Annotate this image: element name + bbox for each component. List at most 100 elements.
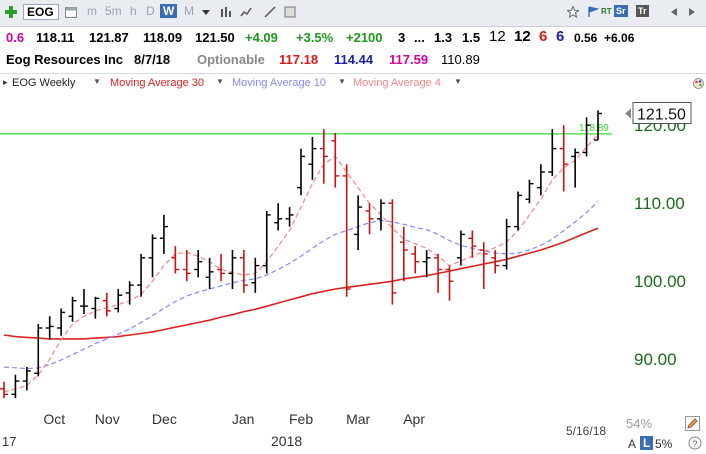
quote-n4: 12 xyxy=(489,28,506,45)
flag-icon[interactable] xyxy=(587,6,599,18)
month-label: Dec xyxy=(152,411,177,427)
ohlc-bar xyxy=(137,253,146,297)
legend-series[interactable]: EOG Weekly xyxy=(12,77,76,89)
ohlc-bar xyxy=(422,250,431,278)
ohlc-bar xyxy=(34,324,43,377)
scale-percent[interactable]: 5% xyxy=(655,437,673,451)
quote-n6: 6 xyxy=(539,28,548,45)
quote-dots: ... xyxy=(414,30,425,45)
help-icon[interactable]: ? xyxy=(688,436,702,450)
ohlc-bar xyxy=(559,125,568,192)
bar-chart-icon[interactable] xyxy=(220,6,232,18)
ma30-value: 117.18 xyxy=(279,52,319,67)
draw-line-icon[interactable] xyxy=(264,6,276,18)
ohlc-bars xyxy=(0,110,602,399)
chevron-down-icon[interactable] xyxy=(200,6,212,18)
quote-change: +4.09 xyxy=(245,30,278,45)
ohlc-bar xyxy=(45,316,54,340)
interval-button-m[interactable]: m xyxy=(87,4,97,18)
symbol-input[interactable]: EOG xyxy=(23,4,59,20)
ohlc-bar xyxy=(11,374,20,399)
quote-n1: 3 xyxy=(398,30,406,45)
zoom-label[interactable]: 54% xyxy=(626,416,653,431)
ohlc-bar xyxy=(514,191,523,231)
ohlc-bar xyxy=(468,230,477,258)
pencil-icon[interactable] xyxy=(685,416,700,431)
ohlc-bar xyxy=(456,230,465,266)
ohlc-bar xyxy=(262,211,271,274)
horizontal-line-label: 118.89 xyxy=(579,123,609,134)
ma4-line xyxy=(3,134,599,393)
ohlc-bar xyxy=(479,242,488,289)
ohlc-bar xyxy=(411,246,420,274)
quote-v5: 121.50 xyxy=(195,30,235,45)
ohlc-bar xyxy=(182,250,191,282)
interval-button-w[interactable]: W xyxy=(160,4,178,18)
palette-icon[interactable] xyxy=(693,78,704,89)
svg-text:?: ? xyxy=(693,439,698,449)
auto-scale-button[interactable]: A xyxy=(628,437,637,451)
legend-ma4[interactable]: Moving Average 4 xyxy=(353,77,441,89)
tr-badge[interactable]: Tr xyxy=(636,5,649,17)
chart-legend: ▸ EOG Weekly ▼ Moving Average 30 ▼ Movin… xyxy=(0,73,706,94)
legend-ma10-dropdown-icon[interactable]: ▼ xyxy=(338,77,346,86)
ohlc-bar xyxy=(548,129,557,176)
legend-ma30[interactable]: Moving Average 30 xyxy=(110,77,204,89)
ohlc-bar xyxy=(297,148,305,196)
legend-ma4-dropdown-icon[interactable]: ▼ xyxy=(454,77,462,86)
ohlc-bar xyxy=(582,117,591,157)
interval-button-h[interactable]: h xyxy=(130,4,137,18)
last-price-tag: 121.50 xyxy=(625,102,692,124)
last-value: 110.89 xyxy=(441,52,480,67)
ma4-value: 117.59 xyxy=(389,52,429,67)
interval-button-m-monthly[interactable]: M xyxy=(184,4,194,18)
arrow-right-icon[interactable] xyxy=(686,6,698,18)
month-label: Nov xyxy=(95,411,120,427)
price-tick-label: 100.00 xyxy=(634,272,686,291)
company-date: 8/7/18 xyxy=(134,52,171,67)
ohlc-bar xyxy=(91,296,100,319)
calendar-icon[interactable] xyxy=(65,6,77,18)
add-symbol-icon[interactable] xyxy=(5,6,17,18)
sr-badge[interactable]: Sr xyxy=(614,5,628,17)
quote-n9: +6.06 xyxy=(604,31,635,45)
quote-v3: 121.87 xyxy=(89,30,129,45)
ohlc-bar xyxy=(319,129,328,184)
log-scale-button[interactable]: L xyxy=(640,436,654,450)
arrow-left-icon[interactable] xyxy=(668,6,680,18)
ohlc-bar xyxy=(228,250,237,289)
ohlc-bar xyxy=(102,292,111,317)
legend-ma10[interactable]: Moving Average 10 xyxy=(232,77,326,89)
expand-icon[interactable]: ▸ xyxy=(3,77,8,87)
ohlc-bar xyxy=(22,367,31,391)
date-label: 5/16/18 xyxy=(566,424,607,438)
ohlc-bar xyxy=(125,281,134,305)
settings-icon[interactable] xyxy=(284,6,296,18)
line-chart-icon[interactable] xyxy=(240,6,252,18)
ohlc-bar xyxy=(194,250,203,278)
ohlc-bar xyxy=(251,257,260,293)
legend-series-dropdown-icon[interactable]: ▼ xyxy=(93,77,101,86)
month-label: Jan xyxy=(232,411,255,427)
rt-badge[interactable]: RT xyxy=(601,7,612,16)
ohlc-bar xyxy=(399,226,408,282)
ohlc-bar xyxy=(376,199,385,231)
price-tick-label: 110.00 xyxy=(634,194,685,213)
ohlc-bar xyxy=(148,234,157,278)
quote-v1: 0.6 xyxy=(6,30,25,45)
ohlc-bar xyxy=(525,179,534,204)
ohlc-bar xyxy=(502,218,511,270)
legend-ma30-dropdown-icon[interactable]: ▼ xyxy=(216,77,224,86)
company-name: Eog Resources Inc xyxy=(6,52,124,67)
price-tick-label: 90.00 xyxy=(634,350,677,369)
quote-n8: 0.56 xyxy=(574,31,598,45)
quote-n7: 6 xyxy=(556,28,565,45)
star-icon[interactable] xyxy=(567,6,579,18)
ohlc-bar xyxy=(365,203,374,235)
toolbar: EOG m 5m h D W M RT Sr Tr xyxy=(0,0,706,27)
interval-button-d[interactable]: D xyxy=(146,4,155,18)
ohlc-bar xyxy=(274,203,283,231)
interval-button-5m[interactable]: 5m xyxy=(105,4,122,18)
